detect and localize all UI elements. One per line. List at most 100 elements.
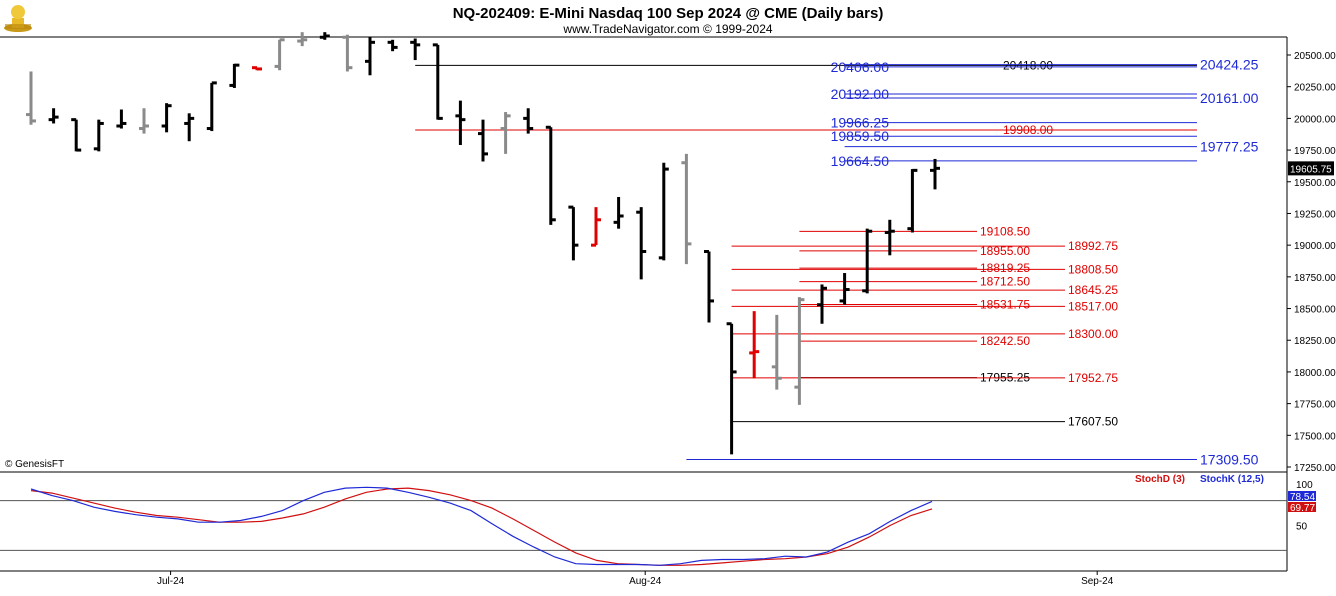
level-label: 17309.50	[1200, 451, 1259, 467]
time-tick-label: Jul-24	[157, 576, 185, 587]
level-label: 18808.50	[1068, 262, 1118, 276]
ohlc-bar	[161, 103, 172, 133]
ohlc-bar	[342, 34, 353, 72]
ohlc-bar	[184, 113, 195, 142]
level-label: 20161.00	[1200, 90, 1259, 106]
level-label: 17952.75	[1068, 371, 1118, 385]
stochastic-panel: 100 50	[0, 480, 1313, 566]
level-label: 20418.00	[1003, 58, 1053, 72]
level-label: 17607.50	[1068, 415, 1118, 429]
stoch-tick-label: 50	[1296, 522, 1308, 533]
price-tick-label: 18250.00	[1294, 336, 1336, 347]
levels-layer: 20418.00 20406.00 20424.25 20192.00 20161.00…	[415, 57, 1259, 467]
ohlc-bar	[930, 158, 940, 190]
stoch-k-value-tag	[1288, 491, 1316, 501]
price-tick-label: 19500.00	[1294, 178, 1336, 189]
level-label: 19777.25	[1200, 139, 1259, 155]
time-tick-label: Aug-24	[629, 576, 662, 587]
level-label: 18300.00	[1068, 327, 1118, 341]
ohlc-bar	[749, 311, 760, 379]
level-label: 18819.25	[980, 261, 1030, 275]
stoch-d-value-tag	[1288, 502, 1316, 512]
level-label: 20192.00	[831, 86, 890, 102]
level-label: 20406.00	[831, 59, 890, 75]
ohlc-bar	[387, 39, 398, 52]
level-label: 19859.50	[831, 128, 890, 144]
price-tick-label: 18500.00	[1294, 305, 1336, 316]
price-axis: 17250.00 17500.00 17750.00 18000.00 18250.00…	[1287, 51, 1336, 474]
price-tick-label: 20250.00	[1294, 83, 1336, 94]
ohlc-bar	[26, 71, 36, 125]
ohlc-bar	[613, 196, 624, 229]
level-label: 18955.00	[980, 244, 1030, 258]
pawn-logo-icon	[4, 5, 32, 32]
price-tick-label: 19250.00	[1294, 209, 1336, 220]
level-label: 18992.75	[1068, 239, 1118, 253]
ohlc-bar	[862, 228, 873, 294]
stoch-d-value: 69.77	[1290, 503, 1315, 514]
data-credit: © GenesisFT	[5, 459, 64, 470]
current-price-label: 19605.75	[1290, 164, 1332, 175]
ohlc-bar	[432, 43, 443, 120]
ohlc-bar	[455, 100, 466, 146]
level-label: 18645.25	[1068, 283, 1118, 297]
ohlc-bar	[274, 38, 285, 71]
ohlc-bar	[568, 205, 579, 261]
ohlc-bar	[139, 108, 149, 134]
price-tick-label: 17750.00	[1294, 400, 1336, 411]
price-tick-label: 20500.00	[1294, 51, 1336, 62]
ohlc-bar	[884, 219, 895, 256]
price-tick-label: 17250.00	[1294, 463, 1336, 474]
price-tick-label: 18000.00	[1294, 368, 1336, 379]
ohlc-bar	[297, 32, 308, 47]
time-axis: Jul-24 Aug-24 Sep-24	[157, 571, 1114, 587]
price-tick-label: 19750.00	[1294, 146, 1336, 157]
ohlc-bar	[658, 162, 669, 261]
price-tick-label: 18750.00	[1294, 273, 1336, 284]
ohlc-bar	[545, 125, 556, 225]
ohlc-bar	[636, 207, 647, 280]
ohlc-bar	[206, 81, 217, 132]
chart-title: NQ-202409: E-Mini Nasdaq 100 Sep 2024 @ …	[453, 5, 884, 22]
price-tick-label: 19000.00	[1294, 241, 1336, 252]
ohlc-bar	[252, 66, 262, 71]
ohlc-bar	[365, 37, 375, 76]
level-label: 19966.25	[831, 115, 890, 131]
stoch-k-value: 78.54	[1290, 492, 1315, 503]
ohlc-bar	[817, 284, 827, 324]
ohlc-bar	[839, 273, 850, 305]
ohlc-bar	[478, 119, 488, 162]
current-price-marker: 19605.75	[1288, 161, 1334, 176]
stoch-tick-label: 100	[1296, 480, 1313, 491]
ohlc-bar	[771, 314, 782, 390]
ohlc-bar	[410, 38, 421, 61]
chart-subtitle: www.TradeNavigator.com © 1999-2024	[562, 22, 772, 36]
ohlc-bar	[907, 168, 918, 233]
stoch-k-line	[30, 486, 933, 566]
ohlc-bar	[93, 119, 104, 152]
ohlc-bar	[794, 297, 805, 405]
price-tick-label: 20000.00	[1294, 114, 1336, 125]
level-label: 18531.75	[980, 298, 1030, 312]
ohlc-bar	[523, 108, 534, 134]
level-label: 19908.00	[1003, 123, 1053, 137]
legend-stoch-d: StochD (3)	[1135, 474, 1185, 485]
level-label: 18242.50	[980, 334, 1030, 348]
ohlc-bar	[319, 32, 330, 40]
ohlc-bar	[229, 63, 240, 88]
ohlc-bar	[704, 249, 714, 323]
ohlc-bar	[116, 109, 127, 129]
level-label: 19664.50	[831, 153, 890, 169]
level-label: 19108.50	[980, 224, 1030, 238]
ohlc-bar	[500, 112, 511, 154]
level-label: 18712.50	[980, 275, 1030, 289]
legend-stoch-k: StochK (12,5)	[1200, 474, 1264, 485]
ohlc-bar	[726, 322, 737, 455]
price-tick-label: 17500.00	[1294, 431, 1336, 442]
ohlc-bar	[48, 108, 59, 124]
bars-layer	[26, 32, 940, 455]
level-label: 20424.25	[1200, 57, 1259, 73]
ohlc-bar	[681, 153, 692, 265]
